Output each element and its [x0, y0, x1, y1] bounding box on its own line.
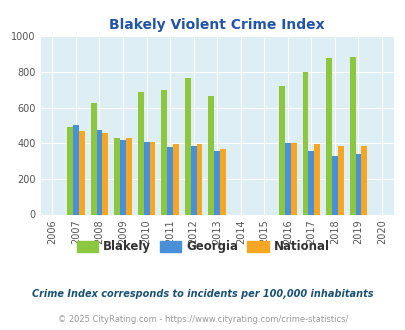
Legend: Blakely, Georgia, National: Blakely, Georgia, National — [72, 236, 333, 258]
Bar — [331, 156, 337, 215]
Bar — [355, 154, 360, 214]
Bar — [120, 140, 126, 214]
Bar — [284, 143, 290, 214]
Bar — [208, 96, 214, 214]
Title: Blakely Violent Crime Index: Blakely Violent Crime Index — [109, 18, 324, 32]
Bar — [114, 138, 120, 214]
Bar — [96, 130, 102, 214]
Bar — [196, 145, 202, 214]
Bar — [79, 131, 85, 214]
Bar — [214, 151, 220, 214]
Bar — [337, 146, 343, 214]
Bar — [173, 144, 179, 214]
Bar — [137, 91, 143, 214]
Bar — [302, 72, 308, 215]
Bar — [325, 58, 331, 214]
Bar — [220, 149, 226, 214]
Bar — [67, 127, 73, 214]
Bar — [313, 144, 320, 214]
Bar — [308, 151, 313, 214]
Bar — [102, 133, 108, 214]
Bar — [149, 142, 155, 214]
Bar — [360, 146, 367, 214]
Bar — [190, 146, 196, 214]
Bar — [143, 142, 149, 214]
Bar — [126, 138, 132, 214]
Text: Crime Index corresponds to incidents per 100,000 inhabitants: Crime Index corresponds to incidents per… — [32, 289, 373, 299]
Text: © 2025 CityRating.com - https://www.cityrating.com/crime-statistics/: © 2025 CityRating.com - https://www.city… — [58, 315, 347, 324]
Bar — [167, 147, 173, 214]
Bar — [73, 125, 79, 214]
Bar — [184, 78, 190, 214]
Bar — [349, 57, 355, 214]
Bar — [161, 90, 167, 214]
Bar — [290, 143, 296, 214]
Bar — [278, 86, 284, 214]
Bar — [90, 103, 96, 214]
